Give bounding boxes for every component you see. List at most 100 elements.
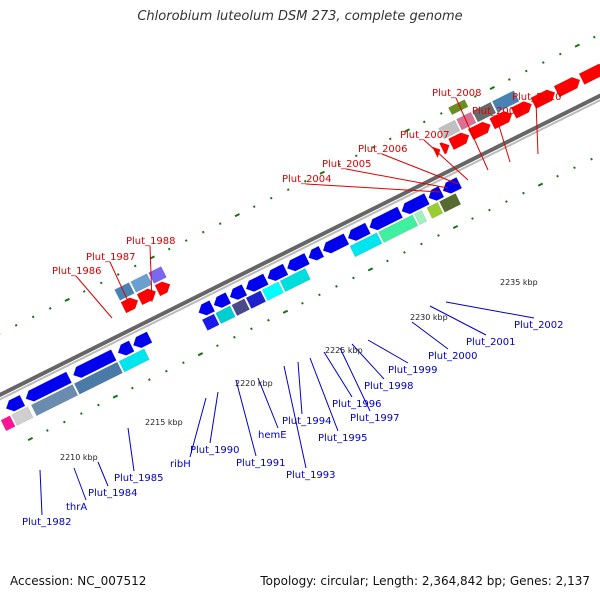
- forward-gene-arrow: [530, 89, 556, 109]
- reverse-gene-box: [413, 210, 428, 226]
- tick-dot: [541, 61, 545, 64]
- leader-line: [209, 391, 219, 444]
- tick-dot: [269, 196, 273, 200]
- tick-dot: [319, 170, 325, 175]
- reverse-gene-label: hemE: [258, 430, 287, 441]
- tick-dot: [303, 179, 307, 183]
- tick-dot: [286, 188, 290, 192]
- leader-line: [109, 261, 133, 311]
- reverse-gene-arrow: [117, 340, 135, 356]
- forward-gene-arrow: [489, 110, 513, 130]
- tick-dot: [165, 369, 168, 373]
- tick-dot: [386, 259, 389, 263]
- tick-dot: [556, 174, 559, 178]
- forward-gene-label: Plut_2008: [432, 88, 482, 99]
- forward-gene-label: Plut_2009: [472, 106, 522, 117]
- tick-dot: [592, 35, 596, 39]
- leader-line: [309, 357, 339, 432]
- forward-gene-arrow: [439, 142, 450, 155]
- leader-line: [127, 427, 135, 472]
- reverse-gene-label: Plut_1994: [282, 416, 332, 427]
- leader-line: [39, 469, 43, 516]
- reverse-gene-arrow: [401, 193, 430, 215]
- reverse-gene-arrow: [442, 177, 463, 194]
- reverse-gene-box: [73, 361, 123, 395]
- tick-dot: [133, 264, 137, 268]
- topology-text: Topology: circular; Length: 2,364,842 bp…: [260, 574, 590, 588]
- reverse-gene-arrow: [5, 394, 26, 412]
- tick-dot: [335, 285, 338, 288]
- leader-line: [75, 275, 113, 319]
- forward-gene-label: Plut_1987: [86, 252, 136, 263]
- leader-line: [149, 245, 153, 303]
- tick-dot: [218, 222, 222, 225]
- tick-dot: [216, 344, 219, 348]
- gene-labels: 2210 kbp 2215 kbp 2220 kbp 2225 kbp 2230 kbp…: [22, 88, 564, 528]
- tick-dot: [420, 242, 423, 246]
- tick-dot: [97, 403, 100, 407]
- reverse-gene-arrow: [267, 263, 289, 282]
- reverse-gene-arrow: [73, 349, 117, 379]
- forward-gene-box: [448, 99, 469, 116]
- tick-dot: [99, 281, 103, 285]
- reverse-gene-label: Plut_1996: [332, 399, 382, 410]
- tick-dot: [404, 128, 410, 133]
- tick-marks: [0, 35, 596, 441]
- reverse-gene-box: [215, 305, 236, 325]
- leader-line: [283, 365, 307, 469]
- leader-line: [351, 343, 385, 380]
- map-title: Chlorobium luteolum DSM 273, complete ge…: [137, 9, 463, 24]
- tick-dot: [197, 352, 204, 357]
- reverse-gene-label: Plut_2000: [428, 351, 478, 362]
- reverse-gene-label: Plut_1990: [190, 445, 240, 456]
- leader-line: [455, 97, 489, 171]
- tick-dot: [422, 120, 426, 124]
- forward-gene-box: [148, 266, 167, 284]
- gene-features: [0, 63, 600, 432]
- tick-dot: [167, 247, 171, 251]
- tick-dot: [354, 154, 358, 158]
- forward-gene-label: Plut_1988: [126, 236, 176, 247]
- forward-gene-box: [491, 90, 520, 113]
- leader-line: [297, 361, 303, 415]
- reverse-gene-box: [261, 281, 285, 301]
- tick-dot: [337, 162, 341, 166]
- reverse-gene-box: [378, 214, 419, 243]
- scale-label: 2230 kbp: [410, 313, 448, 322]
- leader-line: [189, 397, 207, 458]
- tick-dot: [233, 335, 236, 339]
- accession-text: Accession: NC_007512: [10, 574, 147, 588]
- scale-label: 2235 kbp: [500, 278, 538, 287]
- forward-gene-box: [114, 282, 135, 301]
- reverse-gene-label: Plut_1985: [114, 473, 164, 484]
- tick-dot: [452, 225, 459, 230]
- leader-line: [423, 139, 469, 181]
- tick-dot: [80, 412, 83, 415]
- reverse-gene-arrow: [229, 284, 248, 300]
- scale-label: 2220 kbp: [235, 379, 273, 388]
- tick-dot: [148, 378, 151, 381]
- forward-gene-arrow: [154, 281, 171, 297]
- leader-line: [429, 305, 487, 336]
- reverse-gene-label: ribH: [170, 459, 191, 470]
- forward-gene-box: [438, 119, 461, 140]
- tick-dot: [590, 157, 593, 161]
- forward-gene-label: Plut_2007: [400, 130, 450, 141]
- leader-line: [257, 377, 279, 429]
- reverse-gene-box: [439, 193, 462, 213]
- reverse-gene-arrow: [347, 222, 371, 242]
- reverse-gene-arrow: [369, 206, 404, 231]
- tick-dot: [388, 137, 392, 141]
- tick-dot: [473, 95, 477, 98]
- tick-dot: [184, 239, 188, 242]
- tick-dot: [537, 182, 544, 187]
- tick-dot: [14, 324, 18, 327]
- reverse-gene-label: Plut_2002: [514, 320, 564, 331]
- leader-line: [339, 347, 371, 412]
- tick-dot: [112, 394, 119, 399]
- reverse-gene-label: Plut_1999: [388, 365, 438, 376]
- leader-line: [345, 168, 449, 189]
- backbone-line: [0, 93, 600, 398]
- tick-dot: [234, 213, 240, 218]
